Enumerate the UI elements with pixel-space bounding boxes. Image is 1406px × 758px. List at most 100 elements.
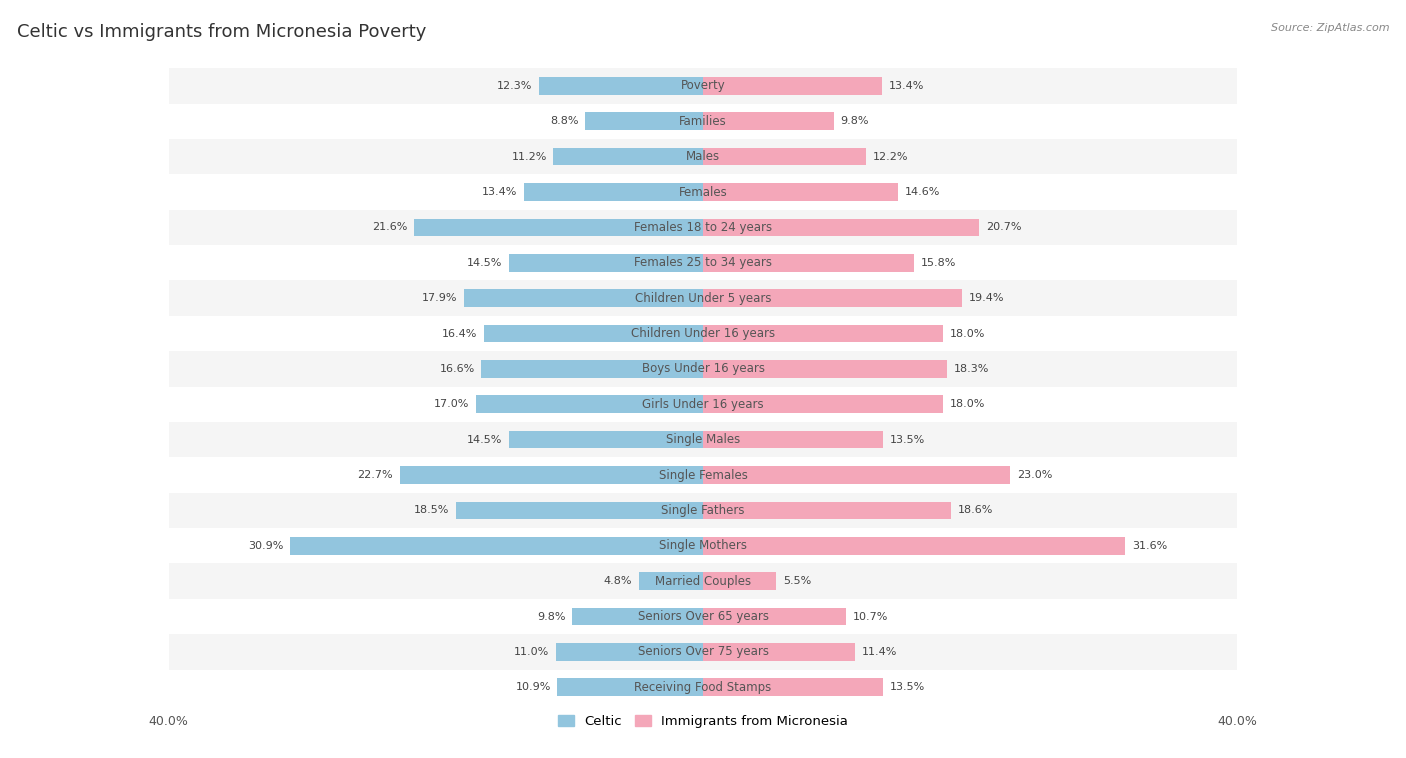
Bar	[169, 104, 1237, 139]
Text: Girls Under 16 years: Girls Under 16 years	[643, 398, 763, 411]
Text: 15.8%: 15.8%	[921, 258, 956, 268]
Text: 20.7%: 20.7%	[986, 222, 1022, 233]
Text: 21.6%: 21.6%	[373, 222, 408, 233]
Bar	[169, 599, 1237, 634]
Bar	[169, 174, 1237, 210]
Text: Children Under 5 years: Children Under 5 years	[634, 292, 772, 305]
Bar	[703, 254, 914, 271]
Text: Seniors Over 65 years: Seniors Over 65 years	[637, 610, 769, 623]
Text: 19.4%: 19.4%	[969, 293, 1004, 303]
Text: 13.5%: 13.5%	[890, 682, 925, 692]
Text: 13.4%: 13.4%	[482, 187, 517, 197]
Bar	[557, 643, 703, 661]
Text: 13.5%: 13.5%	[890, 434, 925, 445]
Text: 18.5%: 18.5%	[413, 506, 450, 515]
Text: 14.5%: 14.5%	[467, 434, 503, 445]
Bar	[464, 290, 703, 307]
Bar	[572, 608, 703, 625]
Bar	[169, 316, 1237, 351]
Text: 23.0%: 23.0%	[1017, 470, 1052, 480]
Text: 11.2%: 11.2%	[512, 152, 547, 161]
Bar	[703, 643, 855, 661]
Text: 9.8%: 9.8%	[537, 612, 565, 622]
Text: Females 18 to 24 years: Females 18 to 24 years	[634, 221, 772, 234]
Bar	[169, 457, 1237, 493]
Text: 11.4%: 11.4%	[862, 647, 897, 657]
Bar	[399, 466, 703, 484]
Text: 10.9%: 10.9%	[516, 682, 551, 692]
Bar	[554, 148, 703, 165]
Text: 13.4%: 13.4%	[889, 81, 924, 91]
Bar	[456, 502, 703, 519]
Bar	[703, 572, 776, 590]
Bar	[538, 77, 703, 95]
Text: Source: ZipAtlas.com: Source: ZipAtlas.com	[1271, 23, 1389, 33]
Bar	[703, 608, 846, 625]
Text: 14.6%: 14.6%	[904, 187, 941, 197]
Bar	[169, 493, 1237, 528]
Text: 18.6%: 18.6%	[957, 506, 994, 515]
Bar	[169, 563, 1237, 599]
Text: Families: Families	[679, 114, 727, 128]
Text: Females 25 to 34 years: Females 25 to 34 years	[634, 256, 772, 269]
Bar	[169, 68, 1237, 104]
Text: 31.6%: 31.6%	[1132, 540, 1167, 551]
Text: Children Under 16 years: Children Under 16 years	[631, 327, 775, 340]
Text: 22.7%: 22.7%	[357, 470, 394, 480]
Text: Receiving Food Stamps: Receiving Food Stamps	[634, 681, 772, 694]
Bar	[290, 537, 703, 555]
Text: 18.0%: 18.0%	[950, 399, 986, 409]
Bar	[703, 112, 834, 130]
Text: Single Males: Single Males	[666, 433, 740, 446]
Text: Poverty: Poverty	[681, 80, 725, 92]
Bar	[703, 360, 948, 377]
Bar	[169, 139, 1237, 174]
Bar	[169, 351, 1237, 387]
Bar	[509, 431, 703, 449]
Text: 18.3%: 18.3%	[955, 364, 990, 374]
Text: 16.6%: 16.6%	[439, 364, 475, 374]
Bar	[585, 112, 703, 130]
Bar	[169, 280, 1237, 316]
Text: Seniors Over 75 years: Seniors Over 75 years	[637, 645, 769, 659]
Bar	[557, 678, 703, 696]
Text: Boys Under 16 years: Boys Under 16 years	[641, 362, 765, 375]
Text: 5.5%: 5.5%	[783, 576, 811, 586]
Text: 4.8%: 4.8%	[603, 576, 633, 586]
Text: 18.0%: 18.0%	[950, 328, 986, 339]
Text: 8.8%: 8.8%	[550, 116, 579, 127]
Bar	[703, 183, 898, 201]
Text: Celtic vs Immigrants from Micronesia Poverty: Celtic vs Immigrants from Micronesia Pov…	[17, 23, 426, 41]
Text: 10.7%: 10.7%	[852, 612, 889, 622]
Bar	[169, 210, 1237, 245]
Bar	[703, 148, 866, 165]
Bar	[481, 360, 703, 377]
Bar	[703, 678, 883, 696]
Text: 12.2%: 12.2%	[873, 152, 908, 161]
Bar	[509, 254, 703, 271]
Bar	[169, 669, 1237, 705]
Bar	[703, 218, 980, 236]
Bar	[169, 422, 1237, 457]
Bar	[169, 245, 1237, 280]
Bar	[169, 528, 1237, 563]
Bar	[524, 183, 703, 201]
Legend: Celtic, Immigrants from Micronesia: Celtic, Immigrants from Micronesia	[553, 709, 853, 733]
Text: 12.3%: 12.3%	[496, 81, 531, 91]
Text: Single Females: Single Females	[658, 468, 748, 481]
Text: 16.4%: 16.4%	[441, 328, 477, 339]
Text: 30.9%: 30.9%	[249, 540, 284, 551]
Text: 11.0%: 11.0%	[515, 647, 550, 657]
Text: Single Mothers: Single Mothers	[659, 539, 747, 553]
Bar	[169, 634, 1237, 669]
Bar	[703, 396, 943, 413]
Text: Males: Males	[686, 150, 720, 163]
Bar	[638, 572, 703, 590]
Bar	[484, 324, 703, 343]
Bar	[169, 387, 1237, 422]
Text: Married Couples: Married Couples	[655, 575, 751, 587]
Bar	[703, 324, 943, 343]
Bar	[475, 396, 703, 413]
Text: 17.9%: 17.9%	[422, 293, 457, 303]
Text: 14.5%: 14.5%	[467, 258, 503, 268]
